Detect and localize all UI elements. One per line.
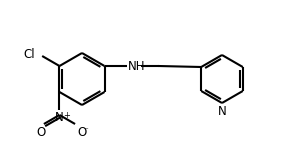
Text: ⁻: ⁻ bbox=[83, 126, 88, 135]
Text: N: N bbox=[218, 105, 226, 118]
Text: O: O bbox=[77, 126, 86, 139]
Text: +: + bbox=[64, 111, 70, 119]
Text: NH: NH bbox=[128, 60, 145, 73]
Text: O: O bbox=[36, 126, 46, 139]
Text: Cl: Cl bbox=[24, 49, 35, 62]
Text: N: N bbox=[55, 111, 64, 124]
